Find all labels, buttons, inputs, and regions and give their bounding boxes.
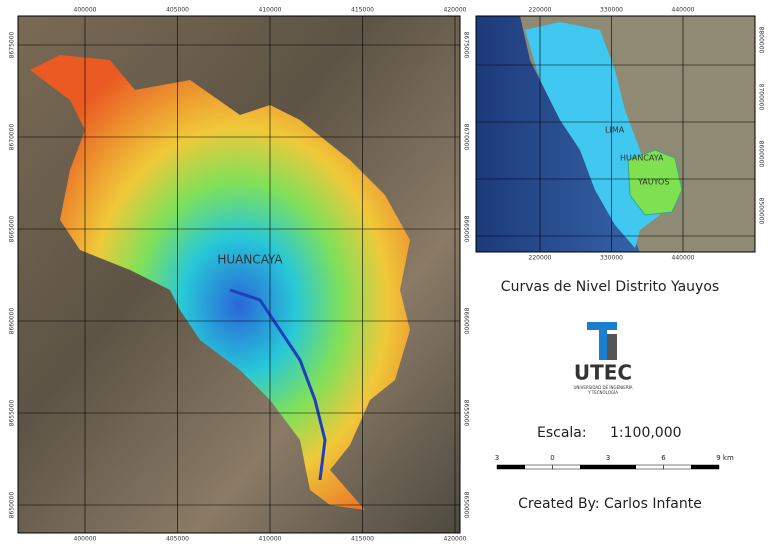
grid-label: 8655000 [9,399,16,426]
inset-label: LIMA [605,126,625,135]
scale-segment [663,464,692,470]
scale-segment [552,464,581,470]
grid-label: 415000 [351,7,374,14]
main-map: HUANCAYA 400000 400000 405000 405000 410000 4… [9,7,470,543]
grid-label: 8800000 [758,27,765,54]
grid-label: 220000 [529,255,552,262]
logo-shape [607,334,617,360]
grid-label: 8660000 [463,308,470,335]
scale-bar-label: 9 km [716,454,734,462]
grid-label: 420000 [444,536,467,543]
scale-bar: 3 0 3 6 9 km [495,454,734,470]
scale-bar-label: 6 [661,454,666,462]
grid-label: 400000 [74,536,97,543]
scale-label: Escala: [537,425,587,441]
inset-map: LIMA HUANCAYA YAUYOS 220000 220000 330000 3… [475,7,765,262]
grid-label: 440000 [672,7,695,14]
grid-label: 8675000 [9,31,16,58]
grid-label: 405000 [166,7,189,14]
logo-shape [599,322,607,360]
scale-segment [580,464,609,470]
grid-label: 405000 [166,536,189,543]
logo: UTEC UNIVERSIDAD DE INGENIERÍA Y TECNOLO… [573,322,633,395]
credit: Created By: Carlos Infante [518,496,702,512]
scale-segment [496,464,525,470]
scale-segment [635,464,664,470]
grid-label: 8700000 [758,84,765,111]
grid-label: 330000 [600,255,623,262]
grid-label: 440000 [672,255,695,262]
place-label: HUANCAYA [217,253,283,267]
grid-label: 420000 [444,7,467,14]
logo-name: UTEC [574,361,632,385]
grid-label: 410000 [259,7,282,14]
grid-label: 8650000 [463,492,470,519]
grid-label: 8600000 [758,141,765,168]
scale-bar-label: 3 [606,454,610,462]
lima-region [525,22,660,248]
logo-subtitle: Y TECNOLOGÍA [587,390,618,395]
grid-label: 8675000 [463,32,470,59]
scale-value: 1:100,000 [610,425,682,441]
grid-label: 400000 [74,7,97,14]
grid-label: 415000 [351,536,374,543]
grid-label: 8660000 [9,307,16,334]
grid-label: 410000 [259,536,282,543]
grid-label: 8650000 [9,491,16,518]
inset-label: HUANCAYA [620,154,664,163]
grid-label: 8670000 [9,123,16,150]
title: Curvas de Nivel Distrito Yauyos [501,279,719,295]
grid-label: 8670000 [463,124,470,151]
scale-bar-label: 3 [495,454,499,462]
grid-label: 8500000 [758,198,765,225]
scale-bar-label: 0 [550,454,554,462]
logo-subtitle: UNIVERSIDAD DE INGENIERÍA [573,385,632,390]
grid-label: 8655000 [463,400,470,427]
scale-segment [607,464,636,470]
grid-label: 8665000 [9,215,16,242]
scale-segment [691,464,720,470]
scale-segment [524,464,553,470]
inset-label: YAUYOS [637,178,669,187]
river [229,288,327,481]
yauyos-region [627,149,683,216]
inset-frame [475,15,756,253]
grid-label: 8665000 [463,216,470,243]
grid-label: 220000 [529,7,552,14]
frame [17,15,461,534]
grid-label: 330000 [600,7,623,14]
